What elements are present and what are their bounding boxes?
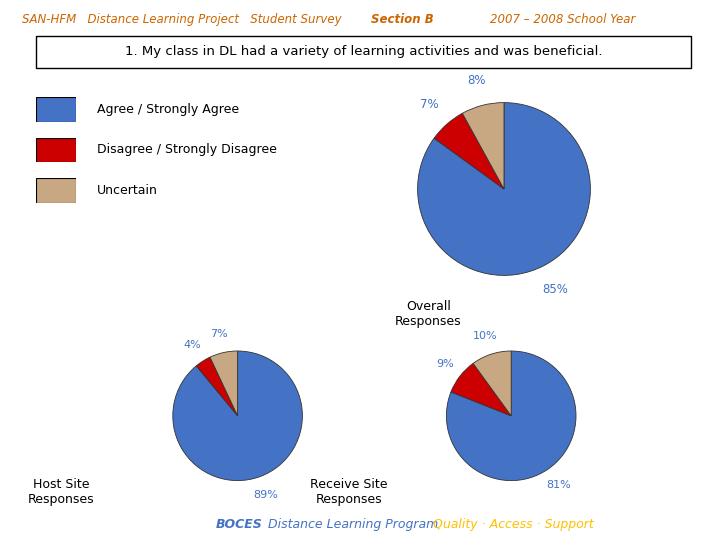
Text: 8%: 8% [467,73,485,87]
Text: Overall
Responses: Overall Responses [395,300,462,328]
Text: 1. My class in DL had a variety of learning activities and was beneficial.: 1. My class in DL had a variety of learn… [125,45,603,58]
Text: Uncertain: Uncertain [97,184,158,197]
Text: BOCES: BOCES [216,518,263,531]
Text: Distance Learning Program: Distance Learning Program [256,518,438,531]
FancyBboxPatch shape [36,97,76,122]
Wedge shape [446,351,576,481]
Wedge shape [210,351,238,416]
Text: 89%: 89% [253,490,279,500]
Text: 10%: 10% [473,330,498,341]
Text: 2007 – 2008 School Year: 2007 – 2008 School Year [490,13,635,26]
Text: Receive Site
Responses: Receive Site Responses [310,478,388,506]
Text: SAN-HFM   Distance Learning Project   Student Survey: SAN-HFM Distance Learning Project Studen… [22,13,341,26]
Wedge shape [173,351,302,481]
Wedge shape [473,351,511,416]
Text: 85%: 85% [542,282,568,295]
Wedge shape [197,357,238,416]
Text: Agree / Strongly Agree: Agree / Strongly Agree [97,103,239,116]
Text: Host Site
Responses: Host Site Responses [28,478,94,506]
Wedge shape [434,113,504,189]
Wedge shape [462,103,504,189]
Text: Disagree / Strongly Disagree: Disagree / Strongly Disagree [97,143,277,157]
Text: 4%: 4% [184,340,202,350]
FancyBboxPatch shape [36,36,691,68]
Text: 7%: 7% [210,328,228,339]
FancyBboxPatch shape [36,138,76,162]
Text: Quality · Access · Support: Quality · Access · Support [421,518,594,531]
Text: 9%: 9% [436,359,454,369]
Text: 7%: 7% [420,98,439,111]
Text: 81%: 81% [546,481,571,490]
Wedge shape [451,363,511,416]
FancyBboxPatch shape [36,178,76,202]
Text: Section B: Section B [371,13,433,26]
Wedge shape [418,103,590,275]
